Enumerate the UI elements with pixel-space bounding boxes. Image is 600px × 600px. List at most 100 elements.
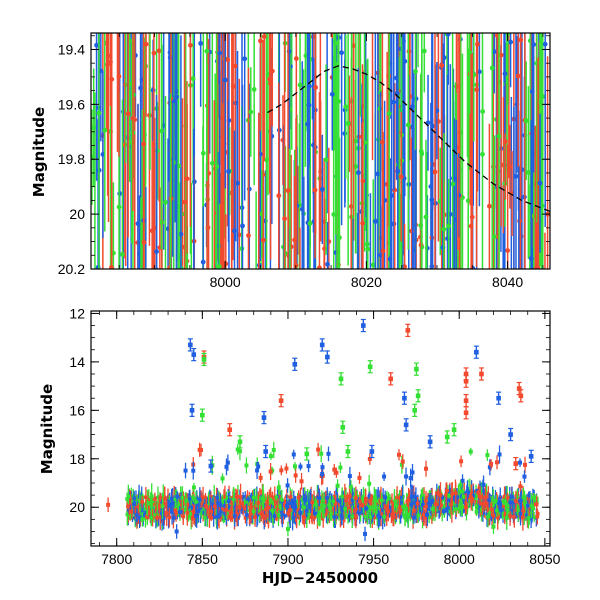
data-point bbox=[306, 102, 312, 108]
data-point bbox=[409, 502, 414, 507]
data-point bbox=[384, 512, 389, 517]
y-tick-label: 20 bbox=[69, 206, 85, 222]
data-point bbox=[521, 515, 525, 520]
data-point bbox=[508, 514, 512, 518]
data-point bbox=[141, 141, 146, 147]
data-point bbox=[451, 507, 456, 511]
data-point bbox=[318, 22, 323, 27]
plot-area bbox=[91, 22, 550, 299]
data-point bbox=[391, 99, 397, 105]
data-point bbox=[415, 501, 420, 506]
data-point bbox=[368, 515, 373, 519]
data-point bbox=[222, 507, 226, 511]
data-point bbox=[232, 228, 237, 234]
data-point bbox=[345, 120, 351, 126]
data-point bbox=[532, 515, 536, 519]
data-point bbox=[403, 515, 407, 520]
data-point bbox=[379, 139, 385, 145]
outlier-point bbox=[518, 393, 524, 399]
data-point bbox=[487, 510, 492, 514]
data-point bbox=[531, 506, 536, 511]
data-point bbox=[398, 174, 404, 180]
data-point bbox=[216, 501, 220, 505]
data-point bbox=[125, 497, 129, 501]
data-point bbox=[272, 496, 277, 501]
data-point bbox=[301, 273, 306, 278]
data-point bbox=[454, 287, 459, 292]
data-point bbox=[458, 483, 463, 488]
data-point bbox=[295, 499, 300, 504]
data-point bbox=[299, 479, 304, 484]
data-point bbox=[446, 223, 452, 229]
data-point bbox=[116, 74, 122, 79]
data-point bbox=[382, 514, 386, 519]
data-point bbox=[297, 508, 301, 512]
data-point bbox=[414, 495, 418, 500]
data-point bbox=[457, 506, 462, 511]
data-point bbox=[264, 507, 268, 512]
data-point bbox=[297, 82, 303, 88]
data-point bbox=[429, 502, 433, 507]
data-point bbox=[370, 513, 375, 518]
data-point bbox=[523, 118, 529, 124]
data-point bbox=[175, 494, 180, 499]
data-point bbox=[325, 496, 330, 500]
data-point bbox=[393, 505, 398, 510]
outlier-point bbox=[463, 410, 469, 416]
data-point bbox=[508, 39, 514, 45]
data-point bbox=[370, 501, 374, 506]
data-point bbox=[205, 500, 210, 505]
data-point bbox=[269, 498, 273, 503]
data-point bbox=[313, 511, 317, 516]
outlier-point bbox=[369, 449, 375, 454]
data-point bbox=[270, 509, 275, 513]
data-point bbox=[502, 139, 508, 145]
data-point bbox=[214, 511, 219, 516]
data-point bbox=[535, 514, 540, 519]
data-point bbox=[231, 497, 236, 502]
data-point bbox=[215, 495, 219, 500]
data-point bbox=[437, 492, 441, 496]
data-point bbox=[264, 157, 269, 163]
data-point bbox=[432, 169, 438, 175]
data-point bbox=[298, 279, 303, 284]
data-point bbox=[332, 467, 337, 472]
outlier-point bbox=[513, 461, 519, 466]
data-point bbox=[225, 511, 229, 516]
data-point bbox=[508, 500, 512, 505]
data-point bbox=[143, 41, 149, 47]
data-point bbox=[296, 495, 301, 500]
data-point bbox=[375, 171, 381, 177]
data-point bbox=[129, 514, 133, 519]
data-point bbox=[218, 515, 223, 520]
data-point bbox=[482, 501, 486, 506]
data-point bbox=[282, 293, 287, 298]
data-point bbox=[223, 511, 227, 516]
data-point bbox=[453, 491, 458, 495]
data-point bbox=[377, 506, 382, 510]
data-point bbox=[521, 495, 526, 499]
data-point bbox=[405, 122, 411, 128]
data-point bbox=[307, 221, 313, 226]
data-point bbox=[441, 509, 446, 514]
data-point bbox=[286, 294, 291, 299]
bottom-ylabel: Magnitude bbox=[38, 384, 56, 474]
data-point bbox=[397, 505, 402, 509]
data-point bbox=[229, 190, 235, 196]
data-point bbox=[151, 512, 156, 517]
data-point bbox=[180, 495, 185, 500]
data-point bbox=[424, 278, 429, 283]
data-point bbox=[515, 507, 520, 511]
data-point bbox=[260, 237, 266, 243]
data-point bbox=[413, 277, 418, 282]
outlier-point bbox=[345, 449, 351, 454]
data-point bbox=[331, 212, 337, 217]
data-point bbox=[177, 510, 182, 514]
data-point bbox=[483, 495, 488, 500]
data-point bbox=[494, 508, 499, 513]
data-point bbox=[338, 465, 343, 470]
data-point bbox=[379, 498, 384, 503]
data-point bbox=[220, 476, 225, 481]
data-point bbox=[534, 502, 539, 507]
data-point bbox=[347, 514, 352, 519]
